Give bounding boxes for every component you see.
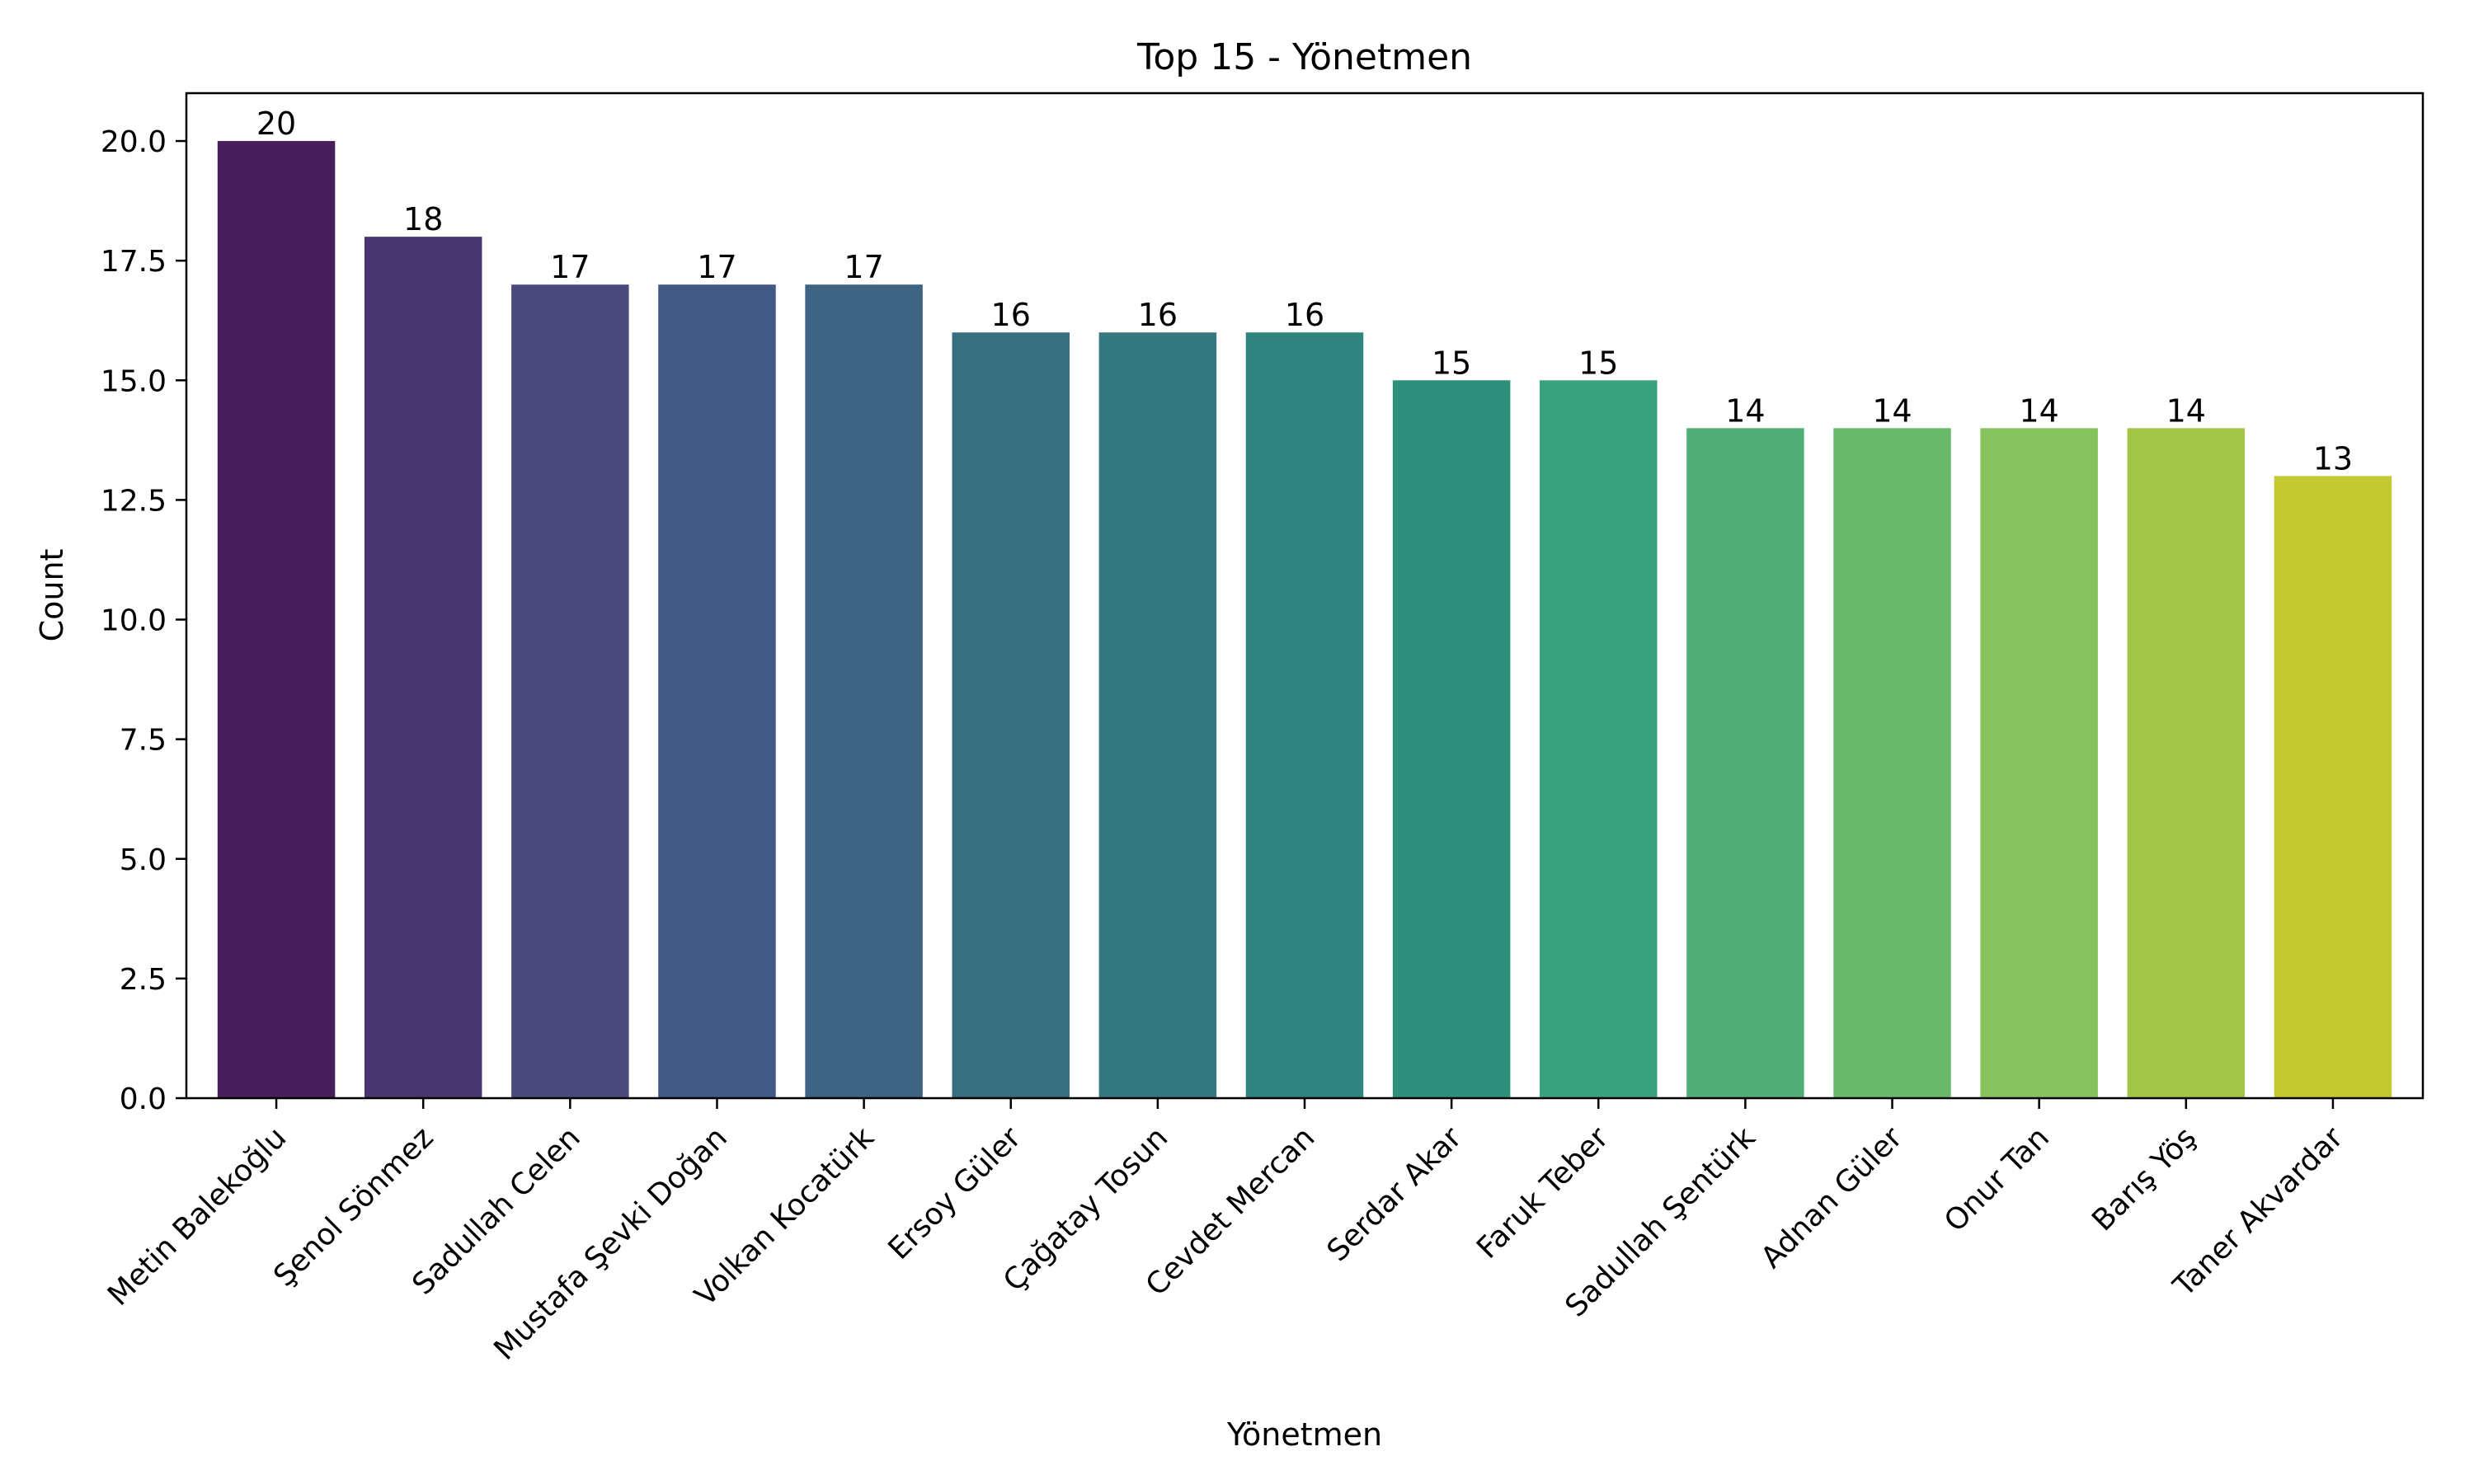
bar xyxy=(658,284,776,1098)
y-axis-label: Count xyxy=(34,549,70,642)
y-tick-label: 12.5 xyxy=(101,484,167,518)
x-tick-label: Mustafa Şevki Doğan xyxy=(487,1120,733,1366)
plot-frame xyxy=(185,92,2425,1100)
bar xyxy=(364,237,482,1099)
bar xyxy=(217,141,336,1099)
bar-value-label: 14 xyxy=(2166,392,2206,429)
bar xyxy=(511,284,629,1098)
bar-value-label: 14 xyxy=(1725,392,1765,429)
bar xyxy=(952,332,1070,1098)
x-tick-label: Metin Balekoğlu xyxy=(101,1120,293,1312)
y-tick-label: 5.0 xyxy=(120,843,167,877)
x-tick-label: Onur Tan xyxy=(1938,1120,2056,1238)
bar xyxy=(2274,476,2392,1098)
bar-value-label: 17 xyxy=(697,249,736,285)
bar-value-label: 17 xyxy=(550,249,590,285)
x-tick-label: Barış Yöş xyxy=(2086,1120,2203,1237)
y-tick-label: 20.0 xyxy=(101,125,167,159)
y-tick-label: 7.5 xyxy=(120,724,167,758)
bar xyxy=(1980,428,2098,1098)
bar xyxy=(1392,380,1511,1098)
y-tick-label: 17.5 xyxy=(101,245,167,279)
bar xyxy=(1245,332,1364,1098)
y-tick-label: 15.0 xyxy=(101,364,167,398)
bar-value-label: 18 xyxy=(403,201,443,237)
bar xyxy=(1686,428,1804,1098)
bar-value-label: 17 xyxy=(844,249,883,285)
bar xyxy=(1833,428,1951,1098)
y-tick-label: 2.5 xyxy=(120,963,167,997)
bar-value-label: 16 xyxy=(1285,297,1324,333)
x-axis-label: Yönetmen xyxy=(1226,1416,1382,1453)
y-tick-label: 10.0 xyxy=(101,604,167,638)
x-tick-label: Ersoy Güler xyxy=(882,1120,1028,1266)
x-tick-label: Faruk Teber xyxy=(1470,1120,1616,1266)
bar-value-label: 15 xyxy=(1432,345,1471,381)
x-tick-label: Serdar Akar xyxy=(1321,1120,1469,1268)
bar-value-label: 13 xyxy=(2313,440,2353,477)
x-tick-label: Şenol Sönmez xyxy=(267,1120,440,1293)
bar-value-label: 16 xyxy=(1138,297,1178,333)
bar-value-label: 14 xyxy=(1872,392,1912,429)
y-tick-label: 0.0 xyxy=(120,1082,167,1116)
x-tick-label: Adnan Güler xyxy=(1755,1120,1909,1275)
chart-title: Top 15 - Yönetmen xyxy=(1136,36,1472,78)
bar xyxy=(2127,428,2246,1098)
bar-value-label: 20 xyxy=(256,106,296,142)
bar xyxy=(1540,380,1658,1098)
bar-value-label: 16 xyxy=(991,297,1031,333)
bar xyxy=(1098,332,1217,1098)
bar-value-label: 15 xyxy=(1578,345,1618,381)
bars: 20 18 17 17 17 16 16 16 15 15 14 14 14 14 13 xyxy=(217,106,2392,1099)
bar-value-label: 14 xyxy=(2019,392,2058,429)
bar xyxy=(805,284,923,1098)
